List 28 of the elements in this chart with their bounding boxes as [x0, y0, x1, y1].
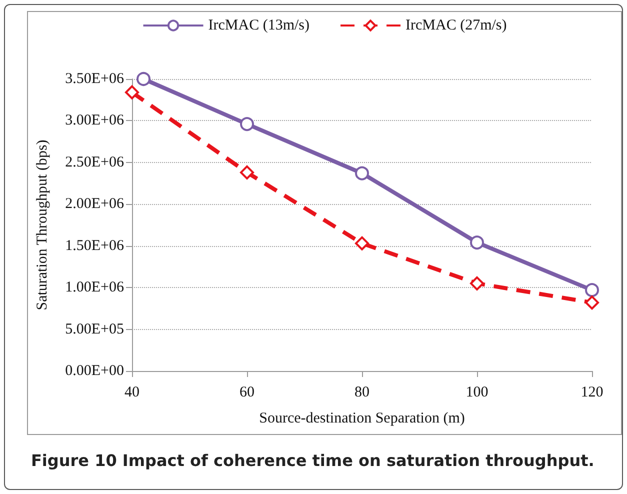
y-tick-label: 5.00E+05	[65, 321, 124, 338]
x-tick-label: 40	[124, 384, 140, 400]
y-tick-label: 3.00E+06	[65, 112, 124, 129]
point	[240, 117, 254, 132]
y-tick-label: 1.50E+06	[65, 238, 124, 254]
x-tick-label: 60	[240, 384, 254, 400]
point	[470, 236, 484, 250]
x-tick-label: 100	[466, 384, 488, 400]
x-tick-label: 120	[580, 384, 604, 400]
point	[470, 276, 484, 290]
point	[136, 72, 150, 86]
point	[585, 296, 599, 310]
x-tick-label: 80	[354, 384, 370, 400]
y-tick-label: 0.00E+00	[65, 363, 124, 379]
point	[355, 236, 369, 250]
y-axis-title: Saturation Throughput (bps)	[34, 140, 50, 310]
y-tick-label: 1.00E+06	[65, 280, 124, 296]
y-tick-label: 2.50E+06	[65, 154, 124, 170]
point	[585, 283, 599, 298]
caption: Figure 10 Impact of coherence time on saturation throughput.	[31, 451, 594, 470]
point	[355, 166, 369, 180]
x-axis-title: Source-destination Separation (m)	[259, 410, 465, 426]
y-tick-label: 2.00E+06	[65, 196, 124, 212]
legend-label: IrcMAC (27m/s)	[406, 18, 507, 34]
legend-label: IrcMAC (13m/s)	[208, 18, 310, 34]
point	[240, 165, 254, 180]
y-tick-label: 3.50E+06	[65, 71, 124, 87]
point	[125, 85, 139, 100]
